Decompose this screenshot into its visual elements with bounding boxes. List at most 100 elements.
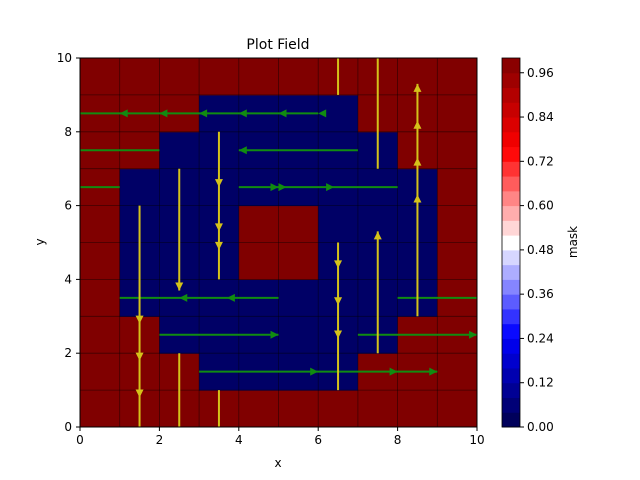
arrow-head (238, 146, 247, 155)
mask-cell (278, 390, 319, 428)
arrow-head (334, 330, 343, 339)
colorbar-tick-label: 0.96 (527, 66, 554, 80)
colorbar-band (502, 338, 520, 354)
mask-cell (437, 58, 478, 96)
x-tick-label: 10 (469, 433, 484, 447)
colorbar-band (502, 190, 520, 207)
y-tick-label: 8 (64, 125, 72, 139)
colorbar-tick-label: 0.60 (527, 199, 554, 213)
mask-cell (80, 205, 121, 243)
colorbar-band (502, 397, 520, 413)
colorbar-band (502, 249, 520, 266)
arrow-head (214, 241, 223, 250)
colorbar-band (502, 161, 520, 177)
colorbar-band (502, 117, 520, 133)
arrow-head (214, 179, 223, 188)
arrow-head (429, 367, 438, 376)
arrow-head (135, 389, 144, 398)
mask-cell (238, 205, 279, 243)
y-tick-label: 0 (64, 420, 72, 434)
y-tick-label: 6 (64, 199, 72, 213)
plot-frame (79, 57, 478, 428)
arrow-head (214, 223, 223, 232)
arrow-head (226, 293, 235, 302)
colorbar-band (502, 412, 520, 428)
x-tick-label: 6 (314, 433, 322, 447)
colorbar-band (502, 72, 520, 89)
mask-cell (318, 205, 359, 243)
colorbar-band (502, 146, 520, 162)
colorbar-band (502, 220, 520, 236)
arrow-head (318, 109, 327, 118)
arrow-head (270, 183, 279, 192)
arrow-head (179, 293, 188, 302)
colorbar-band (502, 102, 520, 118)
arrow-head (469, 330, 477, 339)
colorbar-band (502, 294, 520, 310)
mask-cell (80, 353, 121, 391)
mask-cell (119, 58, 160, 96)
colorbar-label: mask (566, 226, 580, 258)
colorbar-band (502, 58, 520, 74)
arrow-head (373, 231, 382, 240)
arrow-head (413, 120, 422, 129)
x-tick-label: 4 (235, 433, 243, 447)
mask-cell (238, 390, 279, 428)
mask-cell (437, 131, 478, 170)
colorbar-tick-label: 0.48 (527, 243, 554, 257)
x-tick-label: 2 (156, 433, 164, 447)
arrow-head (135, 315, 144, 324)
arrow-head (278, 109, 287, 118)
mask-cell (80, 279, 121, 317)
colorbar-band (502, 323, 520, 339)
colorbar-band (502, 279, 520, 295)
mask-cell (80, 390, 121, 428)
arrow-head (119, 109, 128, 118)
x-tick-label: 8 (394, 433, 402, 447)
arrow-head (310, 367, 319, 376)
mask-cell (238, 242, 279, 280)
mask-cell (437, 168, 478, 207)
colorbar-tick-label: 0.84 (527, 110, 554, 124)
colorbar-band (502, 131, 520, 148)
mask-cell (318, 390, 359, 428)
colorbar-band (502, 353, 520, 369)
mask-cell (278, 242, 319, 280)
mask-cell (159, 58, 200, 96)
colorbar-band (502, 176, 520, 192)
arrow-head (135, 352, 144, 361)
mask-cell (278, 316, 319, 354)
arrow-head (413, 194, 422, 203)
mask-cell (80, 316, 121, 354)
chart-title: Plot Field (246, 37, 309, 53)
arrow-head (238, 109, 247, 118)
mask-cell (238, 58, 279, 96)
x-tick-label: 0 (76, 433, 84, 447)
colorbar-band (502, 87, 520, 103)
colorbar-band (502, 382, 520, 398)
arrow-head (159, 109, 168, 118)
colorbar-band (502, 308, 520, 325)
y-tick-label: 2 (64, 346, 72, 360)
x-axis-label: x (274, 456, 281, 470)
mask-cell (80, 242, 121, 280)
colorbar-band (502, 264, 520, 280)
colorbar-band (502, 367, 520, 384)
mask-cell (357, 390, 399, 428)
colorbar-tick-label: 0.12 (527, 376, 554, 390)
y-tick-label: 4 (64, 272, 72, 286)
mask-cell (80, 58, 121, 96)
mask-cell (278, 205, 319, 243)
arrow-head (175, 282, 184, 291)
y-tick-label: 10 (57, 51, 72, 65)
arrow-head (270, 330, 279, 339)
mask-cell (278, 58, 319, 96)
mask-cell (437, 94, 478, 133)
colorbar-tick-label: 0.36 (527, 287, 554, 301)
arrow-head (389, 367, 398, 376)
arrow-head (413, 157, 422, 166)
mask-cell (278, 279, 319, 317)
plot-area: 0 2 4 6 8 10 0 2 4 6 8 10 (57, 51, 485, 447)
colorbar-frame (501, 57, 521, 428)
